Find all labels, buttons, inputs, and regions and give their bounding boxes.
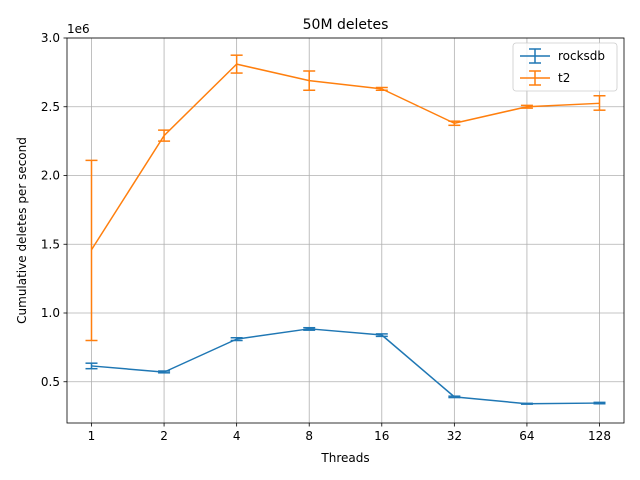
x-tick-label: 64 bbox=[519, 429, 534, 443]
y-tick-label: 2.5 bbox=[41, 100, 60, 114]
x-axis-ticks: 1 2 4 8 16 32 64 128 bbox=[88, 423, 611, 443]
x-tick-label: 4 bbox=[233, 429, 241, 443]
grid bbox=[67, 37, 624, 423]
y-tick-label: 2.0 bbox=[41, 169, 60, 183]
series-t2 bbox=[85, 54, 606, 342]
y-tick-label: 1.0 bbox=[41, 306, 60, 320]
x-axis-label: Threads bbox=[320, 451, 369, 465]
series-rocksdb bbox=[85, 326, 606, 405]
x-tick-label: 8 bbox=[305, 429, 313, 443]
legend: rocksdb t2 bbox=[512, 42, 618, 92]
y-tick-label: 0.5 bbox=[41, 375, 60, 389]
x-tick-label: 128 bbox=[588, 429, 611, 443]
y-tick-label: 3.0 bbox=[41, 31, 60, 45]
series-layer bbox=[85, 54, 606, 405]
x-tick-label: 16 bbox=[374, 429, 389, 443]
x-tick-label: 1 bbox=[88, 429, 96, 443]
x-tick-label: 32 bbox=[447, 429, 462, 443]
x-tick-label: 2 bbox=[160, 429, 168, 443]
y-tick-label: 1.5 bbox=[41, 237, 60, 251]
plot-frame bbox=[66, 37, 625, 424]
series-line bbox=[90, 63, 600, 251]
y-axis-ticks: 0.5 1.0 1.5 2.0 2.5 3.0 bbox=[41, 31, 67, 389]
y-axis-label: Cumulative deletes per second bbox=[15, 137, 29, 324]
legend-label: rocksdb bbox=[558, 49, 605, 63]
legend-item: rocksdb bbox=[520, 48, 605, 64]
legend-label: t2 bbox=[558, 71, 570, 85]
legend-box bbox=[512, 42, 618, 92]
y-offset-label: 1e6 bbox=[67, 22, 90, 36]
legend-item: t2 bbox=[520, 70, 570, 86]
chart-title: 50M deletes bbox=[303, 17, 389, 33]
series-line bbox=[91, 328, 600, 405]
